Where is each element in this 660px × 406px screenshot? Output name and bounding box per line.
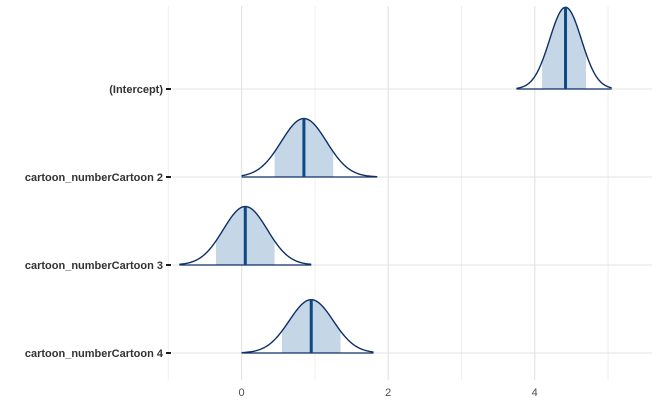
density-0: [516, 6, 612, 90]
x-axis: 0 2 4: [239, 387, 538, 399]
density-layer: [179, 6, 612, 354]
density-outline: [241, 298, 374, 354]
y-tick-label: cartoon_numberCartoon 3: [25, 260, 163, 272]
density-3: [241, 298, 374, 354]
y-tick-label: (Intercept): [109, 84, 163, 96]
y-tick-label: cartoon_numberCartoon 4: [25, 348, 164, 360]
y-tick-label: cartoon_numberCartoon 2: [25, 172, 163, 184]
density-2: [179, 205, 312, 266]
x-tick-label: 2: [385, 387, 391, 399]
y-axis: (Intercept) cartoon_numberCartoon 2 cartoo…: [25, 84, 171, 360]
x-tick-label: 4: [532, 387, 538, 399]
density-outline: [241, 117, 378, 178]
density-1: [241, 117, 378, 178]
x-tick-label: 0: [239, 387, 245, 399]
